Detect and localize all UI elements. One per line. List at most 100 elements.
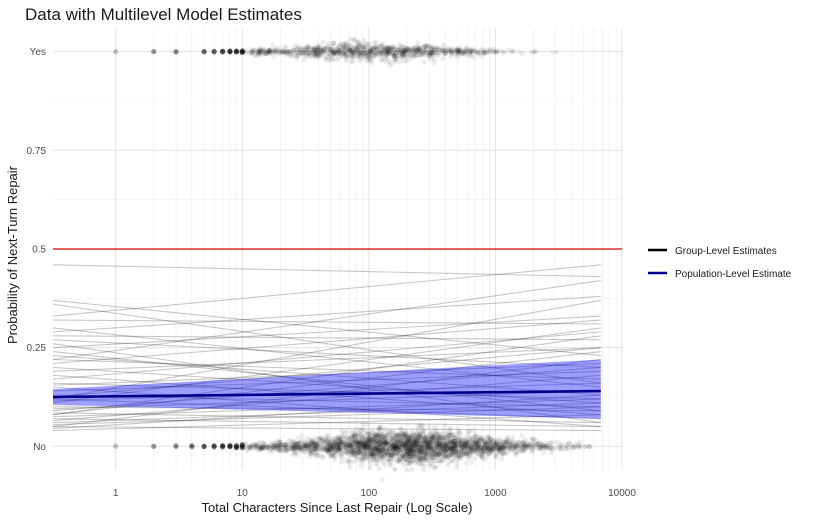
data-point [494,445,500,451]
data-point [385,449,391,455]
data-point [522,442,528,448]
data-point [313,440,319,446]
data-point [324,447,330,453]
data-point [431,457,437,463]
data-point [291,441,297,447]
data-point [444,446,450,452]
group-estimate-line [52,343,601,424]
data-point [415,444,421,450]
data-point [380,440,387,447]
data-point [412,453,418,459]
data-point [374,451,380,457]
data-point [381,435,387,441]
data-point [275,437,281,443]
data-point [312,446,318,452]
data-point [571,444,577,451]
data-point [239,444,245,450]
data-point [540,443,546,450]
data-point [513,450,519,456]
data-point [503,439,510,445]
data-point [424,446,430,452]
data-point [401,441,407,447]
group-estimate-line [52,374,601,422]
x-tick-label: 10 [237,488,249,499]
data-point [433,440,439,446]
data-point [233,443,240,449]
group-estimate-line [52,335,601,341]
data-point [312,440,318,446]
data-point [533,48,539,54]
data-point [449,444,455,450]
data-point [393,443,399,449]
data-point [403,444,409,450]
data-point [330,440,336,446]
data-point [524,443,531,449]
data-point [407,444,413,450]
data-point [548,440,554,447]
data-point [364,436,370,442]
data-point [518,443,525,450]
data-point [314,450,320,456]
data-point [354,440,361,446]
data-point [433,444,439,450]
data-point [517,446,523,452]
data-point [322,55,328,61]
data-point [411,438,417,444]
data-point [395,437,401,444]
data-point [440,55,446,62]
data-point [332,435,339,442]
data-point [456,439,462,446]
x-tick-label: 1 [113,488,119,499]
data-point [472,434,478,440]
data-point [420,442,427,448]
data-point [453,438,459,444]
data-point [356,41,362,47]
data-point [374,434,380,441]
data-point [418,443,425,449]
data-point [151,444,157,450]
data-point [291,445,297,451]
data-point [382,452,388,458]
data-point [260,445,267,451]
data-point [487,443,493,449]
data-point [395,433,401,440]
data-point [550,49,556,55]
data-point [291,46,297,52]
data-point [470,445,476,451]
data-point [383,431,389,437]
data-point [390,442,396,449]
data-point [453,444,460,450]
data-point [473,446,479,452]
group-estimate-line [52,319,601,325]
data-point [406,457,412,464]
group-estimate-line [52,382,601,400]
data-point [356,441,362,447]
data-point [423,440,429,446]
data-point [400,431,406,437]
data-point [309,450,315,456]
data-point [357,444,363,450]
data-point [311,449,317,455]
data-point [405,438,411,445]
data-point [347,443,353,449]
data-point [257,444,263,450]
data-point [239,442,245,448]
group-estimate-line [52,386,601,428]
data-point [220,444,226,450]
data-point [426,452,432,458]
data-point [233,443,240,450]
data-point [358,439,364,445]
data-point [404,429,410,435]
data-point [490,446,496,453]
data-point [499,450,505,457]
data-point [504,445,510,451]
data-point [343,444,350,450]
group-estimate-line [52,319,601,364]
data-point [341,445,347,451]
data-point [320,445,326,451]
data-point [259,444,265,450]
data-point [406,445,413,451]
data-point [449,48,455,55]
data-point [390,455,397,461]
data-point [365,444,371,450]
